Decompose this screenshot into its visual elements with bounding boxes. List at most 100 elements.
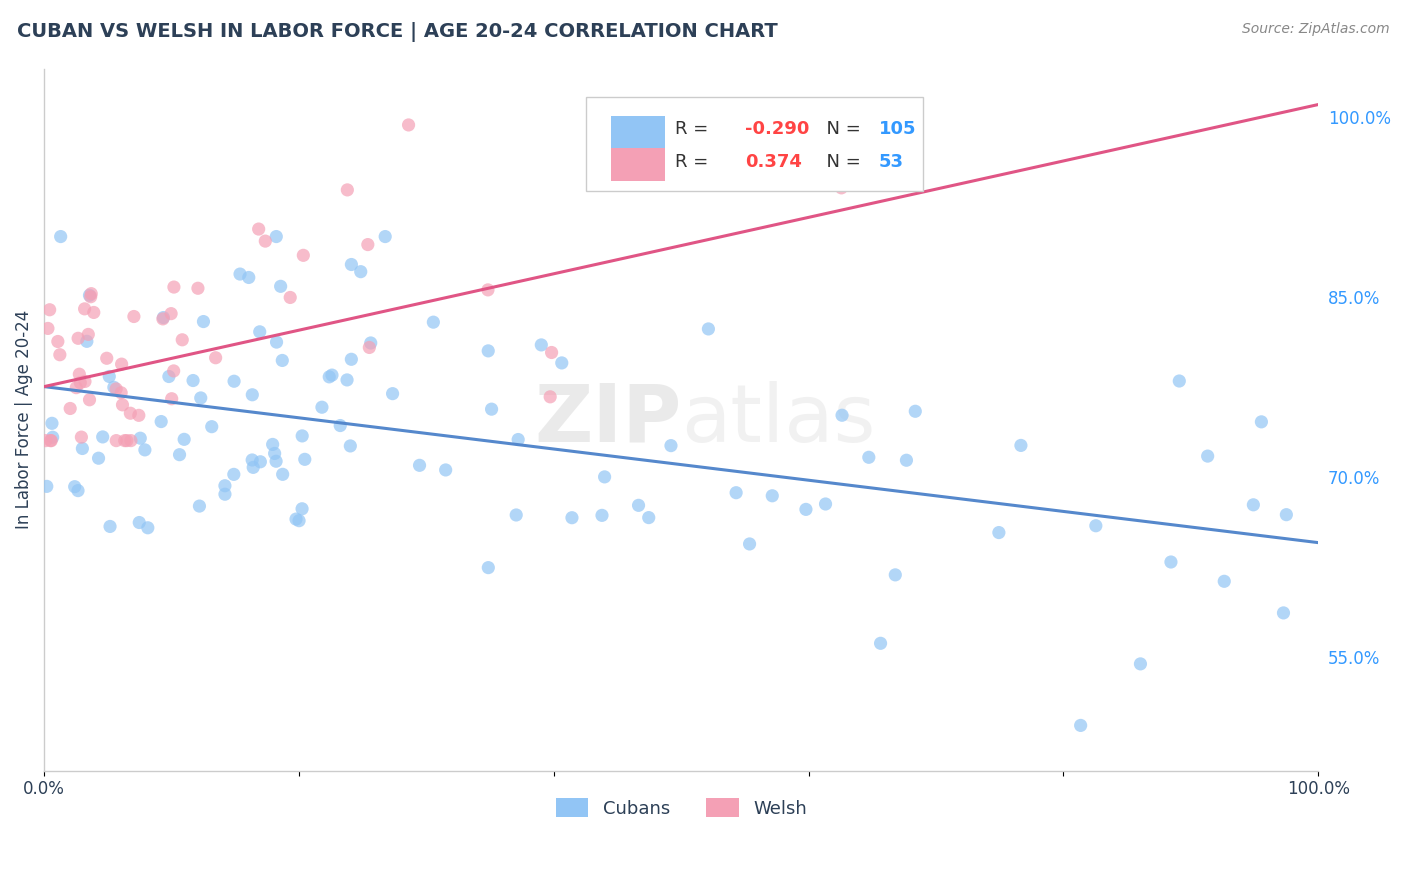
Point xyxy=(111,398,134,412)
Point xyxy=(761,489,783,503)
Point xyxy=(350,265,373,279)
Point xyxy=(266,335,288,350)
Point xyxy=(229,267,252,281)
Point xyxy=(70,430,93,444)
Point xyxy=(738,537,761,551)
Point xyxy=(551,356,574,370)
Point xyxy=(172,333,194,347)
Point xyxy=(173,433,195,447)
Point xyxy=(329,418,352,433)
Point xyxy=(627,499,650,513)
Point xyxy=(110,385,132,400)
Point xyxy=(505,508,527,522)
Point xyxy=(697,322,720,336)
Point xyxy=(63,480,86,494)
Point xyxy=(561,510,583,524)
Y-axis label: In Labor Force | Age 20-24: In Labor Force | Age 20-24 xyxy=(15,310,32,529)
Point xyxy=(1129,657,1152,671)
Point xyxy=(794,502,817,516)
Point xyxy=(187,281,209,295)
Point xyxy=(278,290,301,304)
Text: atlas: atlas xyxy=(681,381,876,458)
Point xyxy=(540,345,562,359)
Point xyxy=(79,290,101,304)
Point xyxy=(1213,574,1236,589)
Point xyxy=(270,279,292,293)
Text: ZIP: ZIP xyxy=(534,381,681,458)
Point xyxy=(122,310,145,324)
Point xyxy=(637,510,659,524)
Point xyxy=(398,118,420,132)
Point xyxy=(98,519,121,533)
Point xyxy=(359,341,381,355)
Point xyxy=(266,229,288,244)
Text: 105: 105 xyxy=(879,120,917,138)
Point xyxy=(408,458,430,473)
Point xyxy=(150,415,173,429)
Point xyxy=(163,364,186,378)
Point xyxy=(110,357,132,371)
Point xyxy=(814,497,837,511)
Point xyxy=(96,351,118,366)
Point xyxy=(1168,374,1191,388)
Point xyxy=(91,430,114,444)
Point xyxy=(285,512,308,526)
Point xyxy=(214,487,236,501)
Point xyxy=(157,369,180,384)
Point xyxy=(254,234,277,248)
Point xyxy=(987,525,1010,540)
Text: N =: N = xyxy=(815,153,866,170)
Point xyxy=(477,560,499,574)
Point xyxy=(896,453,918,467)
Point xyxy=(49,229,72,244)
Point xyxy=(247,222,270,236)
Point xyxy=(66,483,89,498)
Point xyxy=(538,390,561,404)
Point xyxy=(169,448,191,462)
Point xyxy=(249,325,271,339)
Point xyxy=(129,431,152,445)
Text: Source: ZipAtlas.com: Source: ZipAtlas.com xyxy=(1241,22,1389,37)
Point xyxy=(240,388,263,402)
Text: R =: R = xyxy=(675,120,714,138)
Point xyxy=(190,391,212,405)
Point xyxy=(160,392,183,406)
Point xyxy=(271,467,294,482)
Point xyxy=(35,434,58,448)
Point xyxy=(76,334,98,349)
Point xyxy=(201,419,224,434)
Point xyxy=(357,237,380,252)
Point xyxy=(222,374,245,388)
Point xyxy=(1197,449,1219,463)
Point xyxy=(152,312,174,326)
Point xyxy=(374,229,396,244)
Point xyxy=(105,382,128,396)
Point xyxy=(242,460,264,475)
Point xyxy=(884,567,907,582)
Point xyxy=(1275,508,1298,522)
Point xyxy=(39,434,62,448)
Point xyxy=(339,439,361,453)
Text: N =: N = xyxy=(815,120,866,138)
Point xyxy=(1084,518,1107,533)
Point xyxy=(193,314,215,328)
Point xyxy=(263,446,285,460)
Point xyxy=(128,516,150,530)
Point xyxy=(262,437,284,451)
Point xyxy=(39,434,62,448)
Point xyxy=(591,508,613,523)
Point xyxy=(73,301,96,316)
Point xyxy=(593,470,616,484)
Point xyxy=(422,315,444,329)
Legend: Cubans, Welsh: Cubans, Welsh xyxy=(548,791,814,825)
Point xyxy=(72,442,94,456)
Point xyxy=(67,331,90,345)
Point xyxy=(288,514,311,528)
Point xyxy=(214,479,236,493)
Point xyxy=(434,463,457,477)
Point xyxy=(336,373,359,387)
Point xyxy=(530,338,553,352)
Point xyxy=(35,479,58,493)
Point xyxy=(340,352,363,367)
Point xyxy=(73,375,96,389)
